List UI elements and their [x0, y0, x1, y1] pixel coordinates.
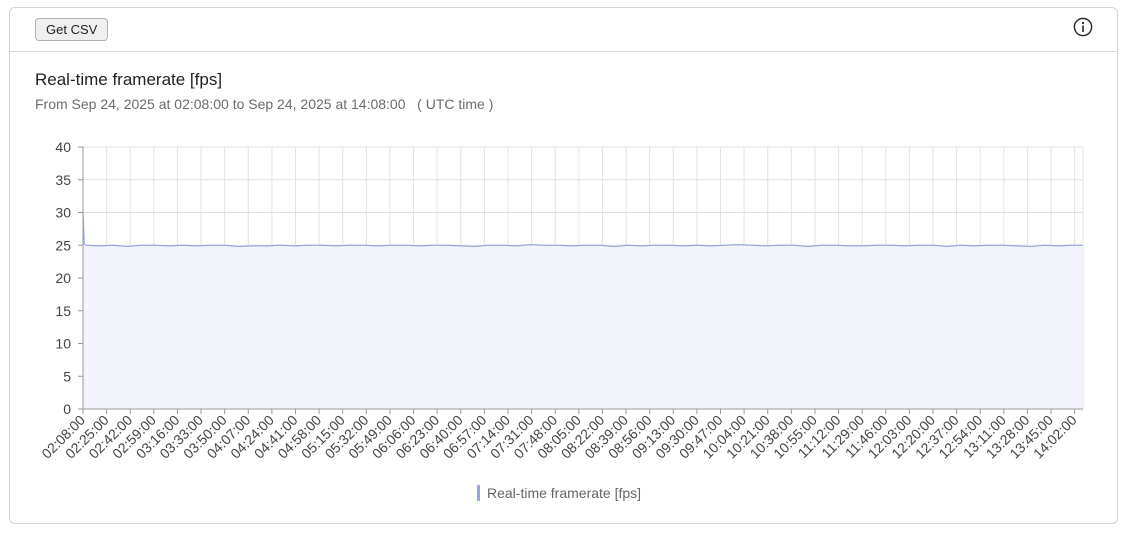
series-area-fill	[83, 212, 1083, 409]
legend-label: Real-time framerate [fps]	[487, 485, 641, 501]
legend[interactable]: Real-time framerate [fps]	[477, 485, 641, 501]
chart-title: Real-time framerate [fps]	[35, 70, 223, 89]
get-csv-button[interactable]: Get CSV	[35, 18, 109, 41]
y-tick-label: 30	[55, 205, 71, 221]
y-tick-label: 20	[55, 270, 71, 286]
y-tick-label: 10	[55, 336, 71, 352]
chart-subtitle: From Sep 24, 2025 at 02:08:00 to Sep 24,…	[35, 96, 494, 112]
y-tick-label: 15	[55, 303, 71, 319]
y-tick-label: 25	[55, 237, 71, 253]
series-line	[82, 212, 1083, 248]
y-tick-label: 40	[55, 139, 71, 155]
legend-swatch	[477, 485, 480, 501]
y-tick-label: 5	[63, 368, 71, 384]
info-icon[interactable]	[1073, 17, 1093, 37]
y-tick-label: 35	[55, 172, 71, 188]
panel-toolbar: Get CSV	[10, 8, 1117, 52]
y-tick-label: 0	[63, 401, 71, 417]
x-axis-ticks: 02:08:0002:25:0002:42:0002:59:0003:16:00…	[38, 409, 1080, 462]
y-axis-ticks: 0 5 10 15 20 25 30 35 40	[55, 139, 83, 417]
